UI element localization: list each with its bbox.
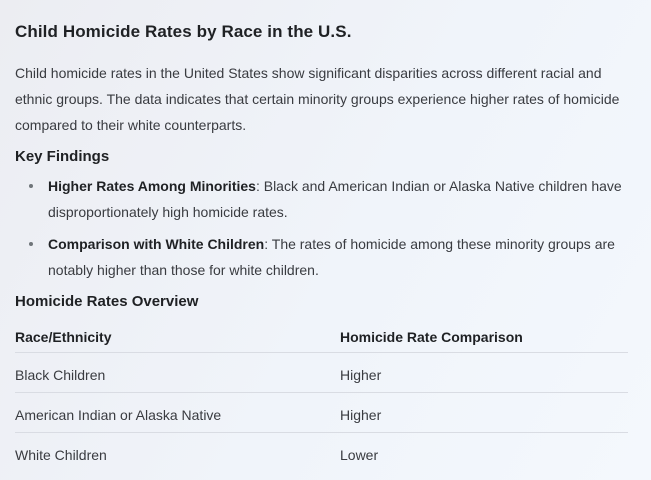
key-findings-list: Higher Rates Among Minorities: Black and… [15,173,628,283]
table-row: American Indian or Alaska Native Higher [15,393,628,433]
table-row: White Children Lower [15,433,628,472]
list-item: Higher Rates Among Minorities: Black and… [15,173,628,225]
table-row: Black Children Higher [15,353,628,393]
cell-race: Black Children [15,367,106,383]
cell-comparison: Higher [340,367,382,383]
cell-race: White Children [15,447,107,463]
bullet-text: : The rates of homicide among these mino… [48,236,615,278]
key-findings-heading: Key Findings [15,148,110,165]
page-title: Child Homicide Rates by Race in the U.S. [15,22,352,41]
column-header-comparison: Homicide Rate Comparison [340,329,523,345]
overview-heading: Homicide Rates Overview [15,293,199,310]
table-header-row: Race/Ethnicity Homicide Rate Comparison [15,310,628,353]
bullet-term: Higher Rates Among Minorities [48,178,256,194]
cell-comparison: Higher [340,407,382,423]
cell-comparison: Lower [340,447,379,463]
list-item: Comparison with White Children: The rate… [15,231,628,283]
column-header-race: Race/Ethnicity [15,329,112,345]
bullet-term: Comparison with White Children [48,236,265,252]
homicide-rates-table: Race/Ethnicity Homicide Rate Comparison … [15,310,628,472]
bullet-icon [29,184,33,188]
cell-race: American Indian or Alaska Native [15,407,222,423]
bullet-icon [29,242,33,246]
bullet-text: : Black and American Indian or Alaska Na… [48,178,622,220]
intro-paragraph: Child homicide rates in the United State… [15,65,620,133]
